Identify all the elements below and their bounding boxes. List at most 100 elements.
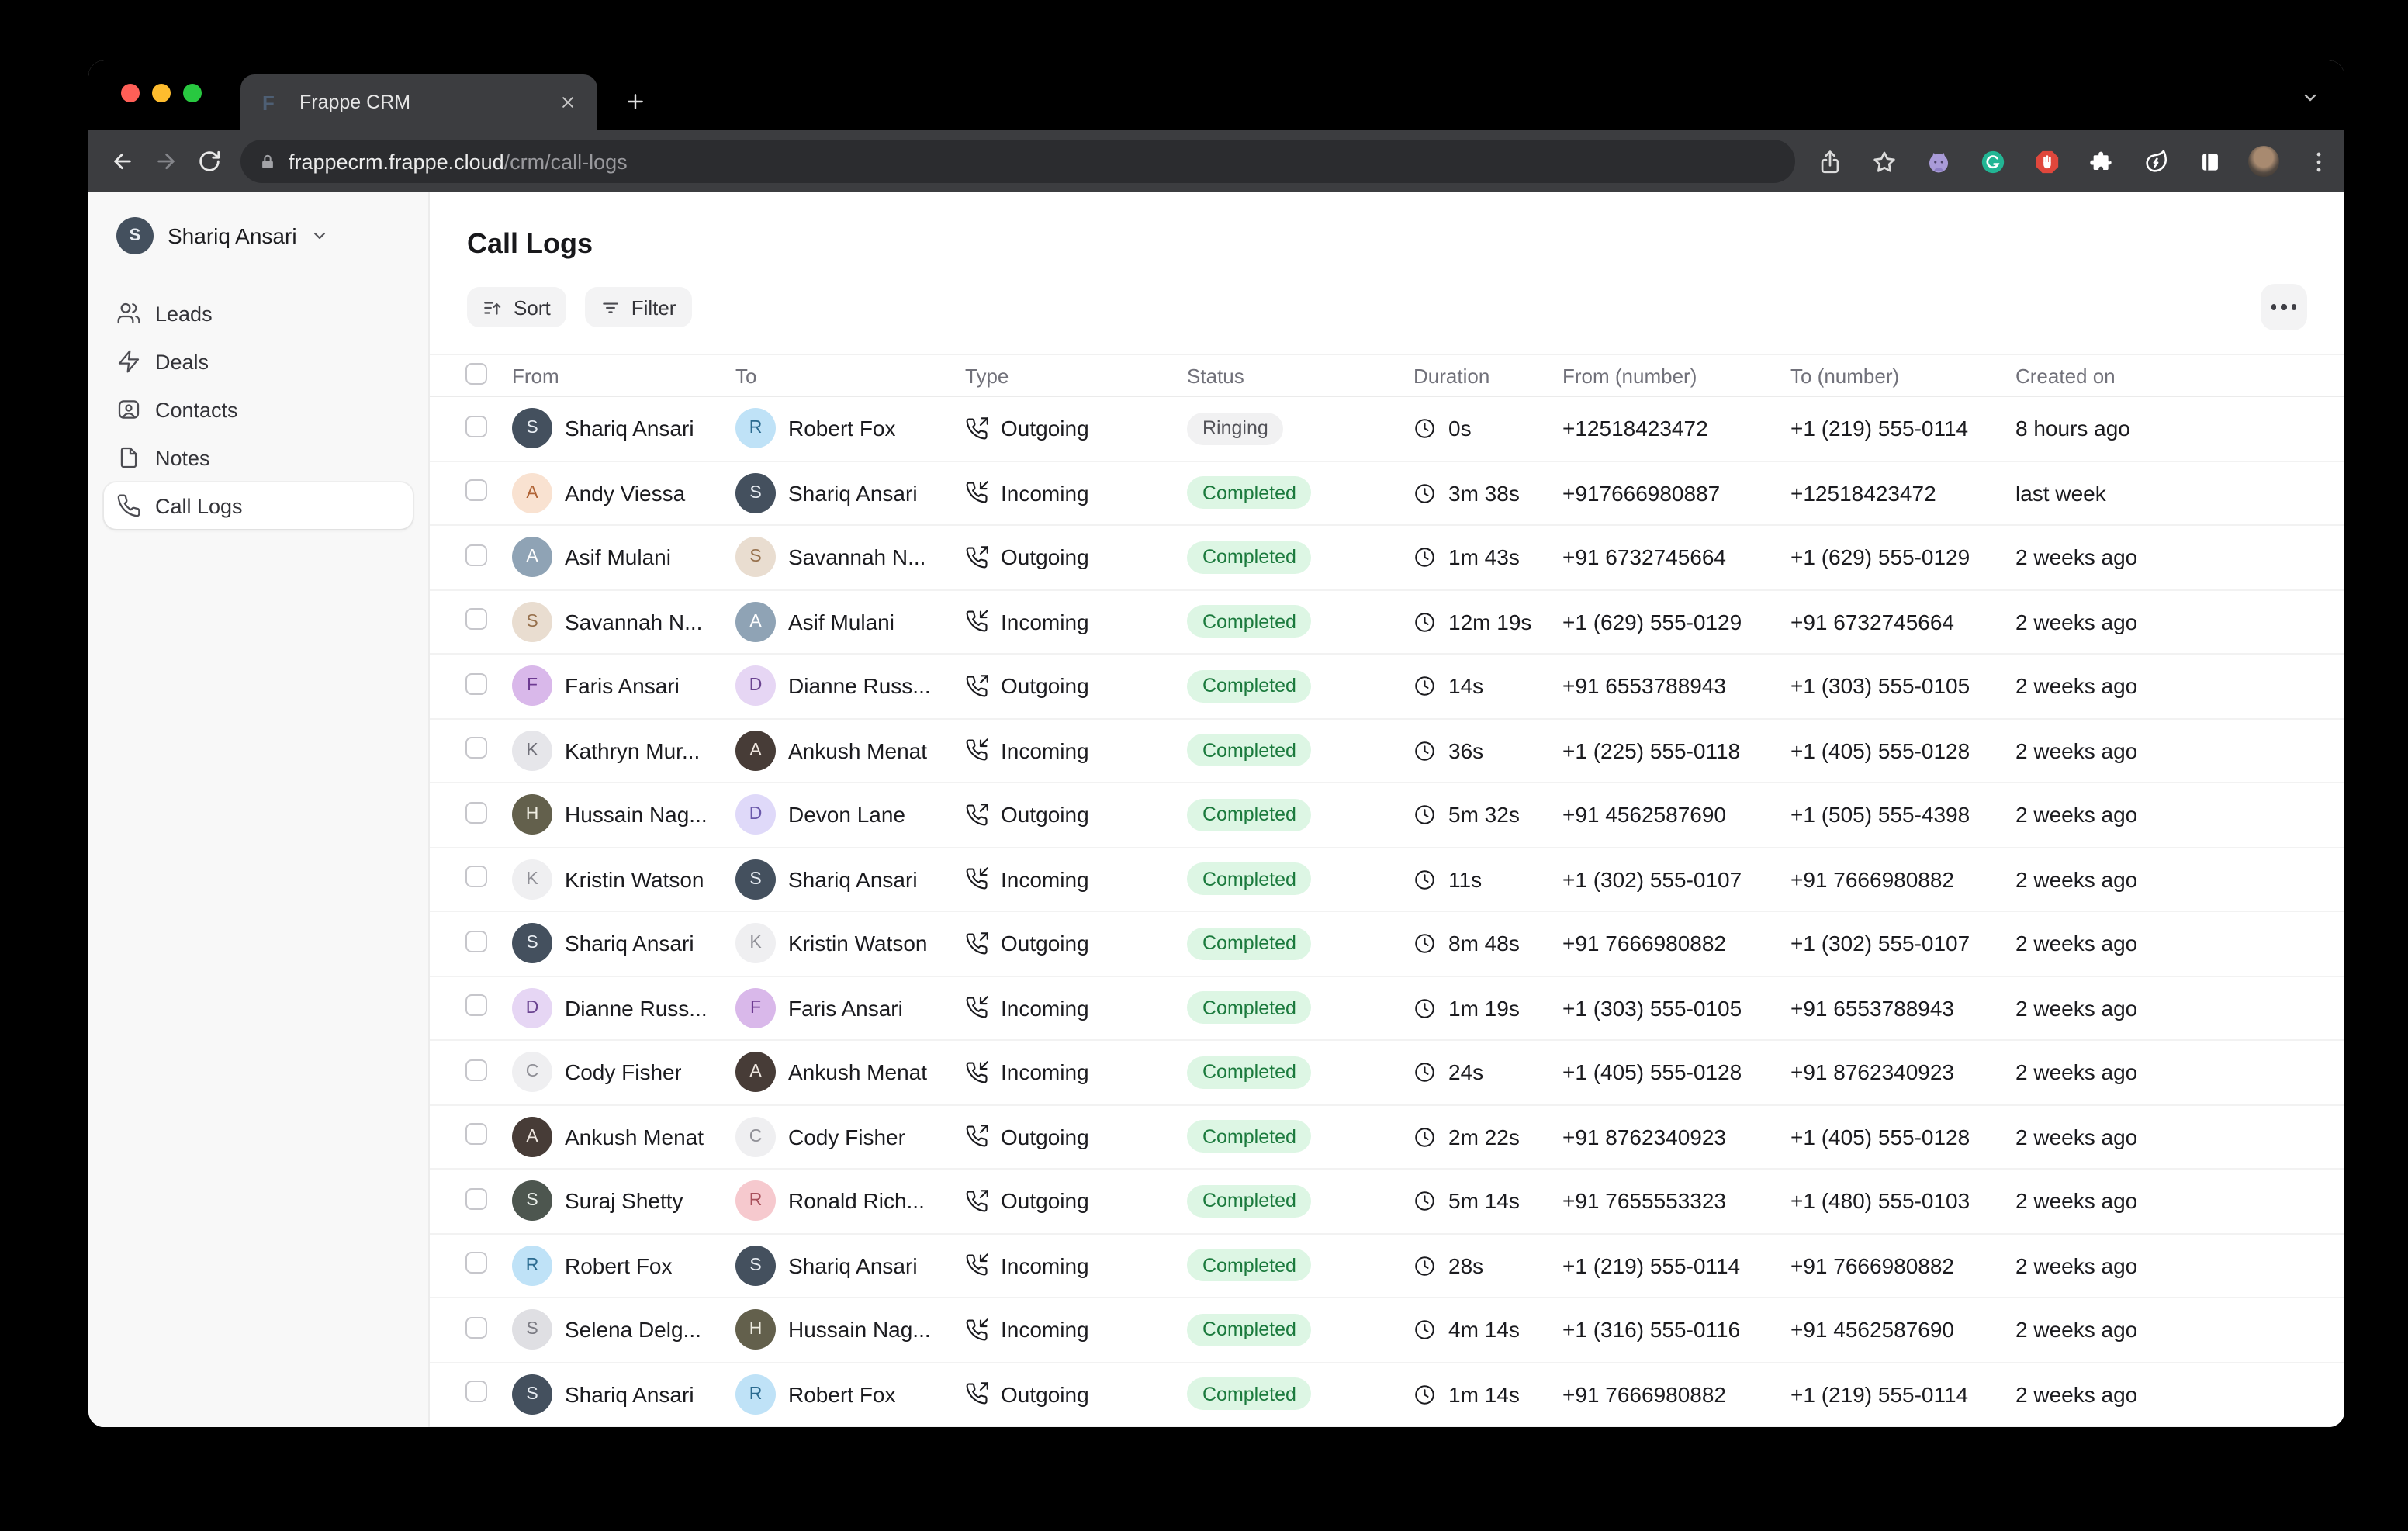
created-on: 2 weeks ago <box>2015 674 2307 699</box>
row-checkbox[interactable] <box>465 1188 487 1210</box>
url-bar[interactable]: frappecrm.frappe.cloud/crm/call-logs <box>240 140 1795 183</box>
status-badge: Completed <box>1187 1056 1312 1089</box>
table-row[interactable]: DDianne Russ...FFaris AnsariIncomingComp… <box>430 976 2344 1041</box>
back-icon[interactable] <box>110 144 135 178</box>
avatar: H <box>735 1310 776 1350</box>
to-name: Shariq Ansari <box>788 1253 918 1278</box>
reload-icon[interactable] <box>197 144 222 178</box>
sort-icon <box>483 297 503 317</box>
browser-tab[interactable]: F Frappe CRM <box>240 74 597 130</box>
phone-icon <box>116 493 141 518</box>
column-header-status[interactable]: Status <box>1187 364 1413 387</box>
zap-icon <box>116 349 141 374</box>
sidebar-item-deals[interactable]: Deals <box>104 338 413 385</box>
sort-button[interactable]: Sort <box>467 287 566 327</box>
clock-icon <box>1413 739 1436 762</box>
sidebar-item-call-logs[interactable]: Call Logs <box>104 482 413 529</box>
row-checkbox[interactable] <box>465 995 487 1017</box>
to-number: +91 8762340923 <box>1790 1060 2015 1085</box>
energy-leaf-extension-icon[interactable] <box>2140 146 2171 177</box>
tab-close-icon[interactable] <box>554 88 582 116</box>
side-panel-icon[interactable] <box>2194 146 2225 177</box>
row-checkbox[interactable] <box>465 1253 487 1274</box>
column-header-from[interactable]: From <box>512 364 735 387</box>
minimize-window-button[interactable] <box>152 84 171 102</box>
user-name: Shariq Ansari <box>168 223 297 248</box>
phone-incoming-icon <box>965 610 988 634</box>
table-row[interactable]: SSavannah N...AAsif MulaniIncomingComple… <box>430 590 2344 655</box>
row-checkbox[interactable] <box>465 802 487 824</box>
browser-window: F Frappe CRM <box>88 60 2344 1427</box>
table-row[interactable]: RRobert FoxSShariq AnsariIncomingComplet… <box>430 1234 2344 1298</box>
table-row[interactable]: KKristin WatsonSShariq AnsariIncomingCom… <box>430 848 2344 912</box>
sidebar-item-contacts[interactable]: Contacts <box>104 386 413 433</box>
row-checkbox[interactable] <box>465 416 487 437</box>
table-row[interactable]: AAsif MulaniSSavannah N...OutgoingComple… <box>430 526 2344 590</box>
new-tab-button[interactable] <box>616 82 653 119</box>
to-name: Savannah N... <box>788 545 925 570</box>
table-row[interactable]: HHussain Nag...DDevon LaneOutgoingComple… <box>430 783 2344 848</box>
column-header-duration[interactable]: Duration <box>1413 364 1562 387</box>
adblock-extension-icon[interactable] <box>2031 146 2062 177</box>
avatar: A <box>735 731 776 771</box>
filter-button[interactable]: Filter <box>585 287 692 327</box>
from-number: +1 (316) 555-0116 <box>1562 1318 1790 1343</box>
browser-toolbar: frappecrm.frappe.cloud/crm/call-logs <box>88 130 2344 192</box>
column-header-created-on[interactable]: Created on <box>2015 364 2307 387</box>
browser-profile-avatar[interactable] <box>2248 146 2279 177</box>
browser-menu-icon[interactable] <box>2302 146 2334 177</box>
sidebar-item-notes[interactable]: Notes <box>104 434 413 481</box>
sidebar-item-leads[interactable]: Leads <box>104 290 413 337</box>
table-row[interactable]: FFaris AnsariDDianne Russ...OutgoingComp… <box>430 655 2344 719</box>
row-checkbox[interactable] <box>465 480 487 502</box>
table-row[interactable]: SShariq AnsariRRobert FoxOutgoingRinging… <box>430 397 2344 461</box>
table-row[interactable]: SShariq AnsariKKristin WatsonOutgoingCom… <box>430 912 2344 976</box>
duration: 3m 38s <box>1448 481 1520 506</box>
column-header-from-number[interactable]: From (number) <box>1562 364 1790 387</box>
select-all-checkbox[interactable] <box>465 362 487 384</box>
table-row[interactable]: AAnkush MenatCCody FisherOutgoingComplet… <box>430 1105 2344 1170</box>
row-checkbox[interactable] <box>465 931 487 952</box>
from-number: +91 4562587690 <box>1562 803 1790 828</box>
row-checkbox[interactable] <box>465 544 487 566</box>
close-window-button[interactable] <box>121 84 140 102</box>
zoom-window-button[interactable] <box>183 84 202 102</box>
extensions-puzzle-icon[interactable] <box>2085 146 2116 177</box>
table-row[interactable]: SSelena Delg...HHussain Nag...IncomingCo… <box>430 1298 2344 1363</box>
created-on: 2 weeks ago <box>2015 931 2307 956</box>
column-header-to-number[interactable]: To (number) <box>1790 364 2015 387</box>
column-header-type[interactable]: Type <box>965 364 1187 387</box>
avatar: A <box>735 1052 776 1093</box>
table-row[interactable]: SShariq AnsariRRobert FoxOutgoingComplet… <box>430 1363 2344 1427</box>
phone-outgoing-icon <box>965 1190 988 1213</box>
created-on: 2 weeks ago <box>2015 1125 2307 1149</box>
row-checkbox[interactable] <box>465 1059 487 1081</box>
table-row[interactable]: AAndy ViessaSShariq AnsariIncomingComple… <box>430 461 2344 526</box>
from-name: Selena Delg... <box>565 1318 701 1343</box>
phone-outgoing-icon <box>965 1383 988 1406</box>
table-row[interactable]: SSuraj ShettyRRonald Rich...OutgoingComp… <box>430 1170 2344 1234</box>
row-checkbox[interactable] <box>465 673 487 695</box>
to-number: +1 (302) 555-0107 <box>1790 931 2015 956</box>
row-checkbox[interactable] <box>465 1381 487 1403</box>
avatar: A <box>735 602 776 642</box>
more-options-button[interactable] <box>2261 284 2307 330</box>
row-checkbox[interactable] <box>465 609 487 631</box>
to-name: Ronald Rich... <box>788 1189 925 1214</box>
table-row[interactable]: KKathryn Mur...AAnkush MenatIncomingComp… <box>430 719 2344 783</box>
row-checkbox[interactable] <box>465 1317 487 1339</box>
bookmark-star-icon[interactable] <box>1868 146 1899 177</box>
row-checkbox[interactable] <box>465 866 487 888</box>
row-checkbox[interactable] <box>465 1124 487 1146</box>
tab-search-chevron-icon[interactable] <box>2301 87 2320 115</box>
avatar: S <box>512 1374 552 1415</box>
share-icon[interactable] <box>1814 146 1845 177</box>
github-extension-icon[interactable] <box>1922 146 1953 177</box>
created-on: 8 hours ago <box>2015 416 2307 441</box>
user-menu[interactable]: S Shariq Ansari <box>104 213 413 259</box>
url-text: frappecrm.frappe.cloud/crm/call-logs <box>289 150 628 173</box>
column-header-to[interactable]: To <box>735 364 965 387</box>
row-checkbox[interactable] <box>465 738 487 759</box>
grammarly-extension-icon[interactable] <box>1977 146 2008 177</box>
table-row[interactable]: CCody FisherAAnkush MenatIncomingComplet… <box>430 1041 2344 1105</box>
